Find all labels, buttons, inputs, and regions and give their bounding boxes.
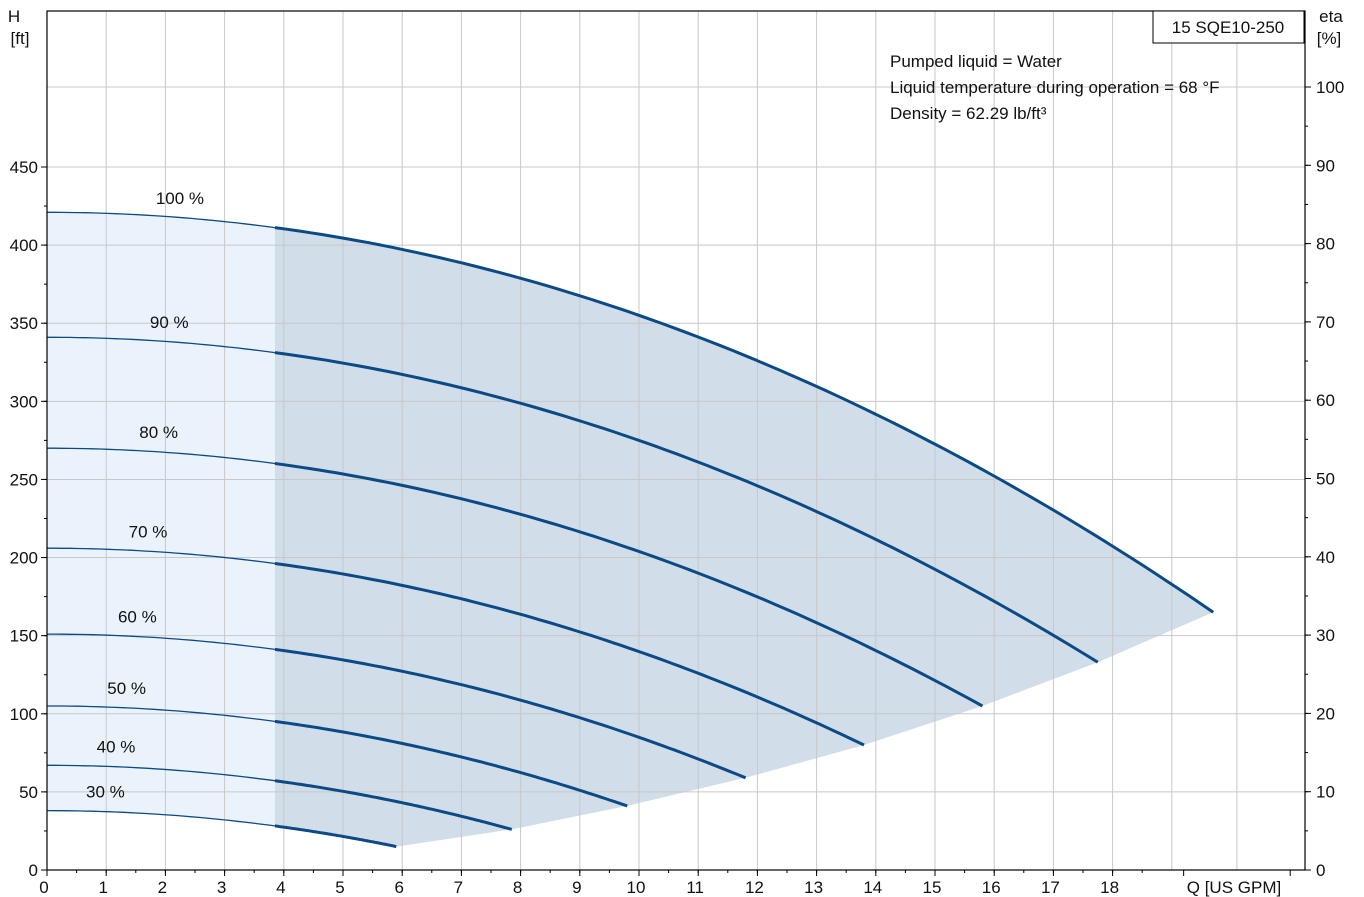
curve-thin — [47, 547, 275, 565]
x-axis-label: Q [US GPM] — [1187, 878, 1281, 897]
curve-label: 40 % — [97, 738, 136, 757]
grid-lines — [46, 11, 1305, 871]
curve-label: 100 % — [156, 189, 204, 208]
y-right-tick-label: 40 — [1316, 548, 1335, 567]
y-left-tick-label: 150 — [10, 627, 38, 646]
curve-thin — [47, 336, 275, 354]
curve-thin — [47, 633, 275, 651]
curve-label: 60 % — [118, 608, 157, 627]
y-right-tick-label: 30 — [1316, 626, 1335, 645]
curve-thin — [47, 705, 275, 723]
x-tick-label: 2 — [158, 878, 167, 897]
curve-thick — [274, 562, 865, 747]
y-left-tick-label: 400 — [10, 236, 38, 255]
y-left-tick-label: 450 — [10, 158, 38, 177]
x-tick-label: 0 — [39, 878, 48, 897]
y-right-tick-label: 10 — [1316, 783, 1335, 802]
x-tick-label: 18 — [1100, 878, 1119, 897]
y-right-tick-label: 90 — [1316, 156, 1335, 175]
curve-thick — [274, 824, 397, 849]
y-left-tick-label: 200 — [10, 549, 38, 568]
y-left-tick-label: 100 — [10, 705, 38, 724]
y-right-tick-label: 20 — [1316, 704, 1335, 723]
tick-labels: 0 1 2 3 4 5 6 7 8 9 10 11 12 13 14 15 16 17 18050100150200… — [10, 78, 1345, 897]
curve-thin — [47, 764, 275, 782]
info-line-liquid: Pumped liquid = Water — [890, 52, 1062, 71]
curve-label: 30 % — [86, 782, 125, 801]
curve-label: 80 % — [139, 423, 178, 442]
info-line-density: Density = 62.29 lb/ft³ — [890, 104, 1047, 123]
y-left-tick-label: 350 — [10, 314, 38, 333]
x-tick-label: 6 — [394, 878, 403, 897]
x-tick-label: 16 — [982, 878, 1001, 897]
axes — [41, 10, 1311, 876]
x-tick-label: 3 — [217, 878, 226, 897]
model-label-box — [1152, 10, 1305, 44]
x-tick-label: 1 — [98, 878, 107, 897]
x-tick-label: 8 — [513, 878, 522, 897]
y-right-tick-label: 0 — [1316, 861, 1325, 880]
y-left-tick-label: 0 — [29, 861, 38, 880]
y-left-tick-label: 50 — [19, 783, 38, 802]
performance-curves: 100 % 90 % 80 % 70 % 60 % 50 % 40 % 30 % — [46, 189, 1215, 849]
y-right-tick-label: 50 — [1316, 470, 1335, 489]
y-left-label-line1: H — [8, 7, 20, 26]
region-below-min-flow — [47, 212, 275, 826]
curve-label: 50 % — [107, 679, 146, 698]
curve-label: 90 % — [150, 313, 189, 332]
y-right-tick-label: 100 — [1316, 78, 1344, 97]
x-tick-label: 14 — [863, 878, 882, 897]
curve-thin — [47, 211, 275, 229]
curve-thick — [274, 226, 1215, 614]
curve-thick — [274, 779, 513, 831]
x-tick-label: 12 — [745, 878, 764, 897]
y-right-tick-label: 80 — [1316, 235, 1335, 254]
x-tick-label: 5 — [335, 878, 344, 897]
y-right-label-line2: [%] — [1317, 29, 1342, 48]
x-tick-label: 13 — [804, 878, 823, 897]
x-tick-label: 11 — [686, 878, 704, 897]
info-line-temperature: Liquid temperature during operation = 68… — [890, 78, 1220, 97]
x-tick-label: 10 — [627, 878, 646, 897]
y-left-label-line2: [ft] — [11, 29, 30, 48]
curve-thin — [47, 447, 275, 465]
x-tick-label: 7 — [454, 878, 463, 897]
x-tick-label: 4 — [276, 878, 285, 897]
y-left-tick-label: 300 — [10, 392, 38, 411]
x-tick-label: 17 — [1041, 878, 1060, 897]
y-right-tick-label: 60 — [1316, 391, 1335, 410]
curve-thick — [274, 719, 628, 808]
y-right-tick-label: 70 — [1316, 313, 1335, 332]
curve-thick — [274, 351, 1099, 664]
curve-thin — [46, 809, 275, 827]
region-operating — [274, 227, 1214, 847]
x-tick-label: 15 — [923, 878, 942, 897]
x-tick-label: 9 — [572, 878, 581, 897]
operating-regions — [47, 212, 1214, 847]
model-label: 15 SQE10-250 — [1172, 18, 1284, 37]
curve-thick — [274, 462, 984, 708]
y-left-tick-label: 250 — [10, 470, 38, 489]
y-right-label-line1: eta — [1319, 7, 1343, 26]
curve-label: 70 % — [129, 522, 168, 541]
curve-thick — [274, 647, 747, 780]
